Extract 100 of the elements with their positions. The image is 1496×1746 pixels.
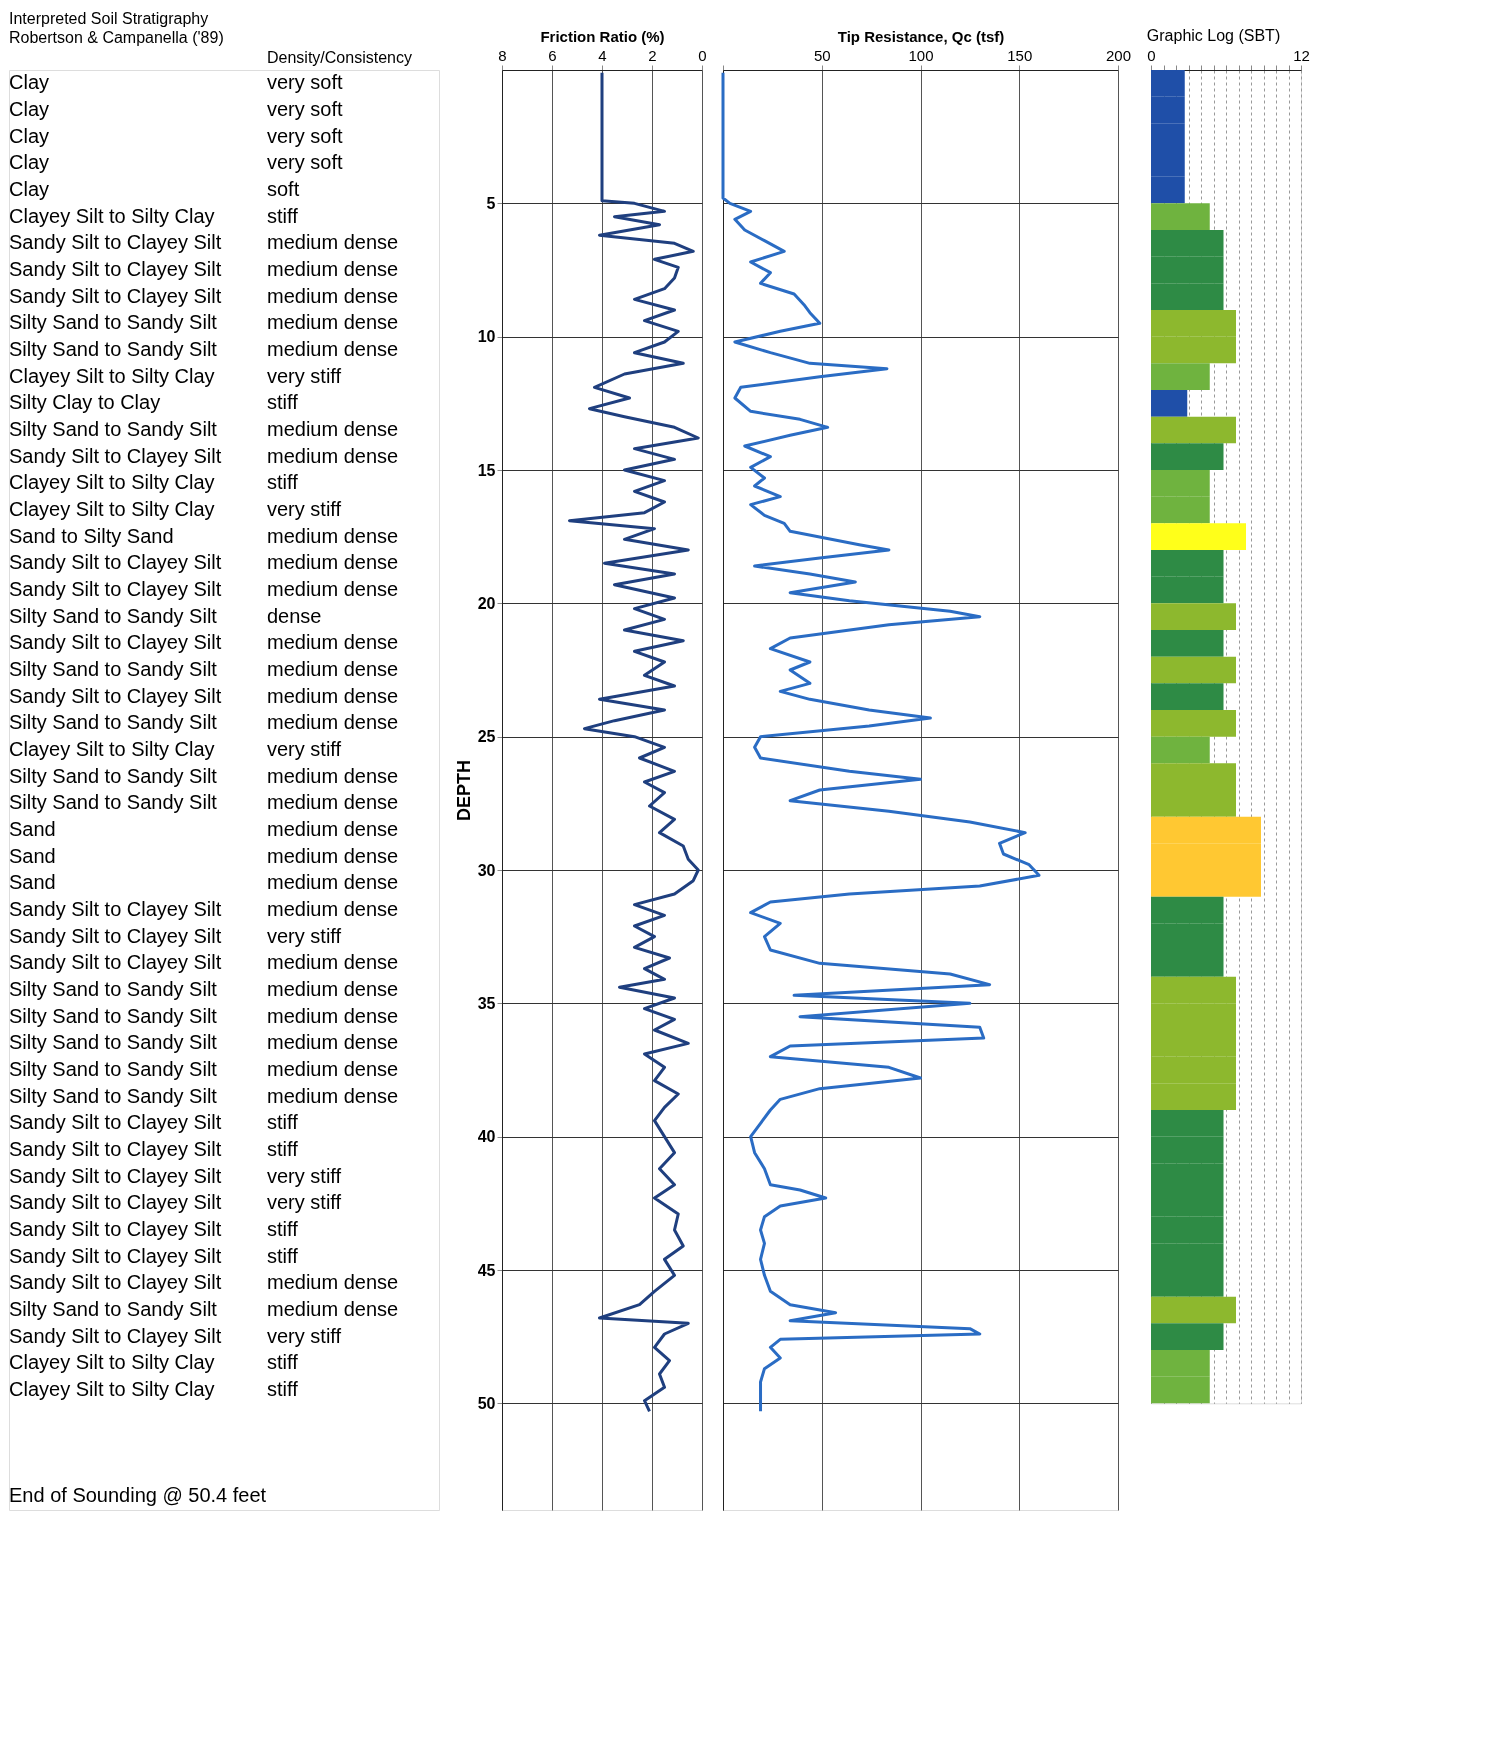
text: Sandy Silt to Clayey Silt (9, 578, 222, 600)
text: Sandy Silt to Clayey Silt (9, 684, 222, 707)
text: medium dense (267, 524, 399, 547)
text: medium dense (267, 231, 399, 254)
text: very stiff (267, 1324, 342, 1347)
text: Clayey Silt to Silty Clay (9, 1378, 215, 1400)
text: very stiff (267, 738, 342, 760)
text: soft (267, 178, 300, 200)
text: stiff (267, 1244, 299, 1267)
text: Clayey Silt to Silty Clay (9, 1351, 215, 1374)
text: medium dense (267, 284, 399, 307)
text: Clay (9, 178, 50, 200)
y-tick-label: 15 (477, 461, 496, 479)
y-tick-label: 10 (477, 328, 496, 346)
x-tick-label: 50 (813, 46, 831, 64)
text: dense (267, 604, 322, 627)
text: medium dense (267, 871, 399, 894)
text: Silty Clay to Clay (9, 391, 161, 414)
text: stiff (267, 1218, 299, 1240)
text: Silty Sand to Sandy Silt (9, 978, 218, 1000)
text: Robertson & Campanella ('89) (9, 29, 224, 46)
text: Silty Sand to Sandy Silt (9, 418, 218, 440)
text: medium dense (267, 764, 399, 787)
text: Sandy Silt to Clayey Silt (9, 444, 222, 467)
text: medium dense (267, 684, 399, 707)
text: medium dense (267, 1298, 399, 1320)
text: medium dense (267, 818, 399, 840)
text: Silty Sand to Sandy Silt (9, 1058, 218, 1080)
text: medium dense (267, 978, 399, 1000)
text: medium dense (267, 551, 399, 574)
text: Sand (9, 871, 56, 894)
text: very stiff (267, 1191, 342, 1214)
text: Sandy Silt to Clayey Silt (9, 1191, 222, 1214)
text: very soft (267, 98, 344, 120)
text: medium dense (267, 898, 399, 920)
text: medium dense (267, 578, 399, 600)
text: stiff (267, 1351, 299, 1374)
x-tick-label: 6 (548, 46, 557, 64)
text: medium dense (267, 1084, 399, 1107)
x-tick-label: 4 (598, 46, 607, 64)
text: Sandy Silt to Clayey Silt (9, 951, 222, 974)
text: Sand (9, 818, 56, 840)
text: Sandy Silt to Clayey Silt (9, 1164, 222, 1187)
text: Silty Sand to Sandy Silt (9, 1298, 218, 1320)
x-tick-label: 0 (1147, 46, 1156, 64)
y-tick-label: 40 (477, 1128, 496, 1146)
text: Clay (9, 151, 50, 174)
text: Clay (9, 71, 50, 94)
text: Sandy Silt to Clayey Silt (9, 284, 222, 307)
x-axis-title: Tip Resistance, Qc (tsf) (837, 27, 1005, 45)
y-tick-label: 25 (477, 728, 496, 746)
text: stiff (267, 1138, 299, 1160)
text: medium dense (267, 338, 399, 360)
x-tick-label: 150 (1007, 46, 1033, 64)
text: Sandy Silt to Clayey Silt (9, 1218, 222, 1240)
text: medium dense (267, 418, 399, 440)
text: Clayey Silt to Silty Clay (9, 738, 215, 760)
text: stiff (267, 1378, 299, 1400)
text: stiff (267, 471, 299, 494)
text: medium dense (267, 1004, 399, 1027)
text: medium dense (267, 311, 399, 334)
text: Sand (9, 844, 56, 867)
text: very stiff (267, 924, 342, 947)
text: Silty Sand to Sandy Silt (9, 791, 218, 814)
text: Silty Sand to Sandy Silt (9, 311, 218, 334)
x-axis-title: Friction Ratio (%) (540, 27, 665, 45)
text: Sandy Silt to Clayey Silt (9, 231, 222, 254)
text: Silty Sand to Sandy Silt (9, 658, 218, 680)
text: stiff (267, 204, 299, 227)
text: medium dense (267, 258, 399, 280)
text: medium dense (267, 951, 399, 974)
text: stiff (267, 1111, 299, 1134)
text: Clayey Silt to Silty Clay (9, 498, 215, 520)
y-tick-label: 20 (477, 594, 496, 612)
text: Silty Sand to Sandy Silt (9, 1004, 218, 1027)
text: medium dense (267, 791, 399, 814)
y-tick-label: 30 (477, 861, 496, 879)
y-tick-label: 5 (486, 194, 496, 212)
text: Clayey Silt to Silty Clay (9, 471, 215, 494)
text: Interpreted Soil Stratigraphy (9, 10, 209, 27)
text: Silty Sand to Sandy Silt (9, 1031, 218, 1054)
text: Silty Sand to Sandy Silt (9, 338, 218, 360)
x-tick-label: 12 (1293, 46, 1310, 64)
text: medium dense (267, 658, 399, 680)
text: Sandy Silt to Clayey Silt (9, 1111, 222, 1134)
text: very soft (267, 71, 344, 94)
text: Sandy Silt to Clayey Silt (9, 1271, 222, 1294)
text: Sandy Silt to Clayey Silt (9, 898, 222, 920)
text: Sandy Silt to Clayey Silt (9, 551, 222, 574)
text: Sandy Silt to Clayey Silt (9, 1324, 222, 1347)
text: Sandy Silt to Clayey Silt (9, 1244, 222, 1267)
text: stiff (267, 391, 299, 414)
text: Clayey Silt to Silty Clay (9, 204, 215, 227)
text: medium dense (267, 444, 399, 467)
text: very soft (267, 151, 344, 174)
text: medium dense (267, 711, 399, 734)
text: very stiff (267, 1164, 342, 1187)
x-tick-label: 2 (648, 46, 657, 64)
text: medium dense (267, 1031, 399, 1054)
text: Sandy Silt to Clayey Silt (9, 631, 222, 654)
